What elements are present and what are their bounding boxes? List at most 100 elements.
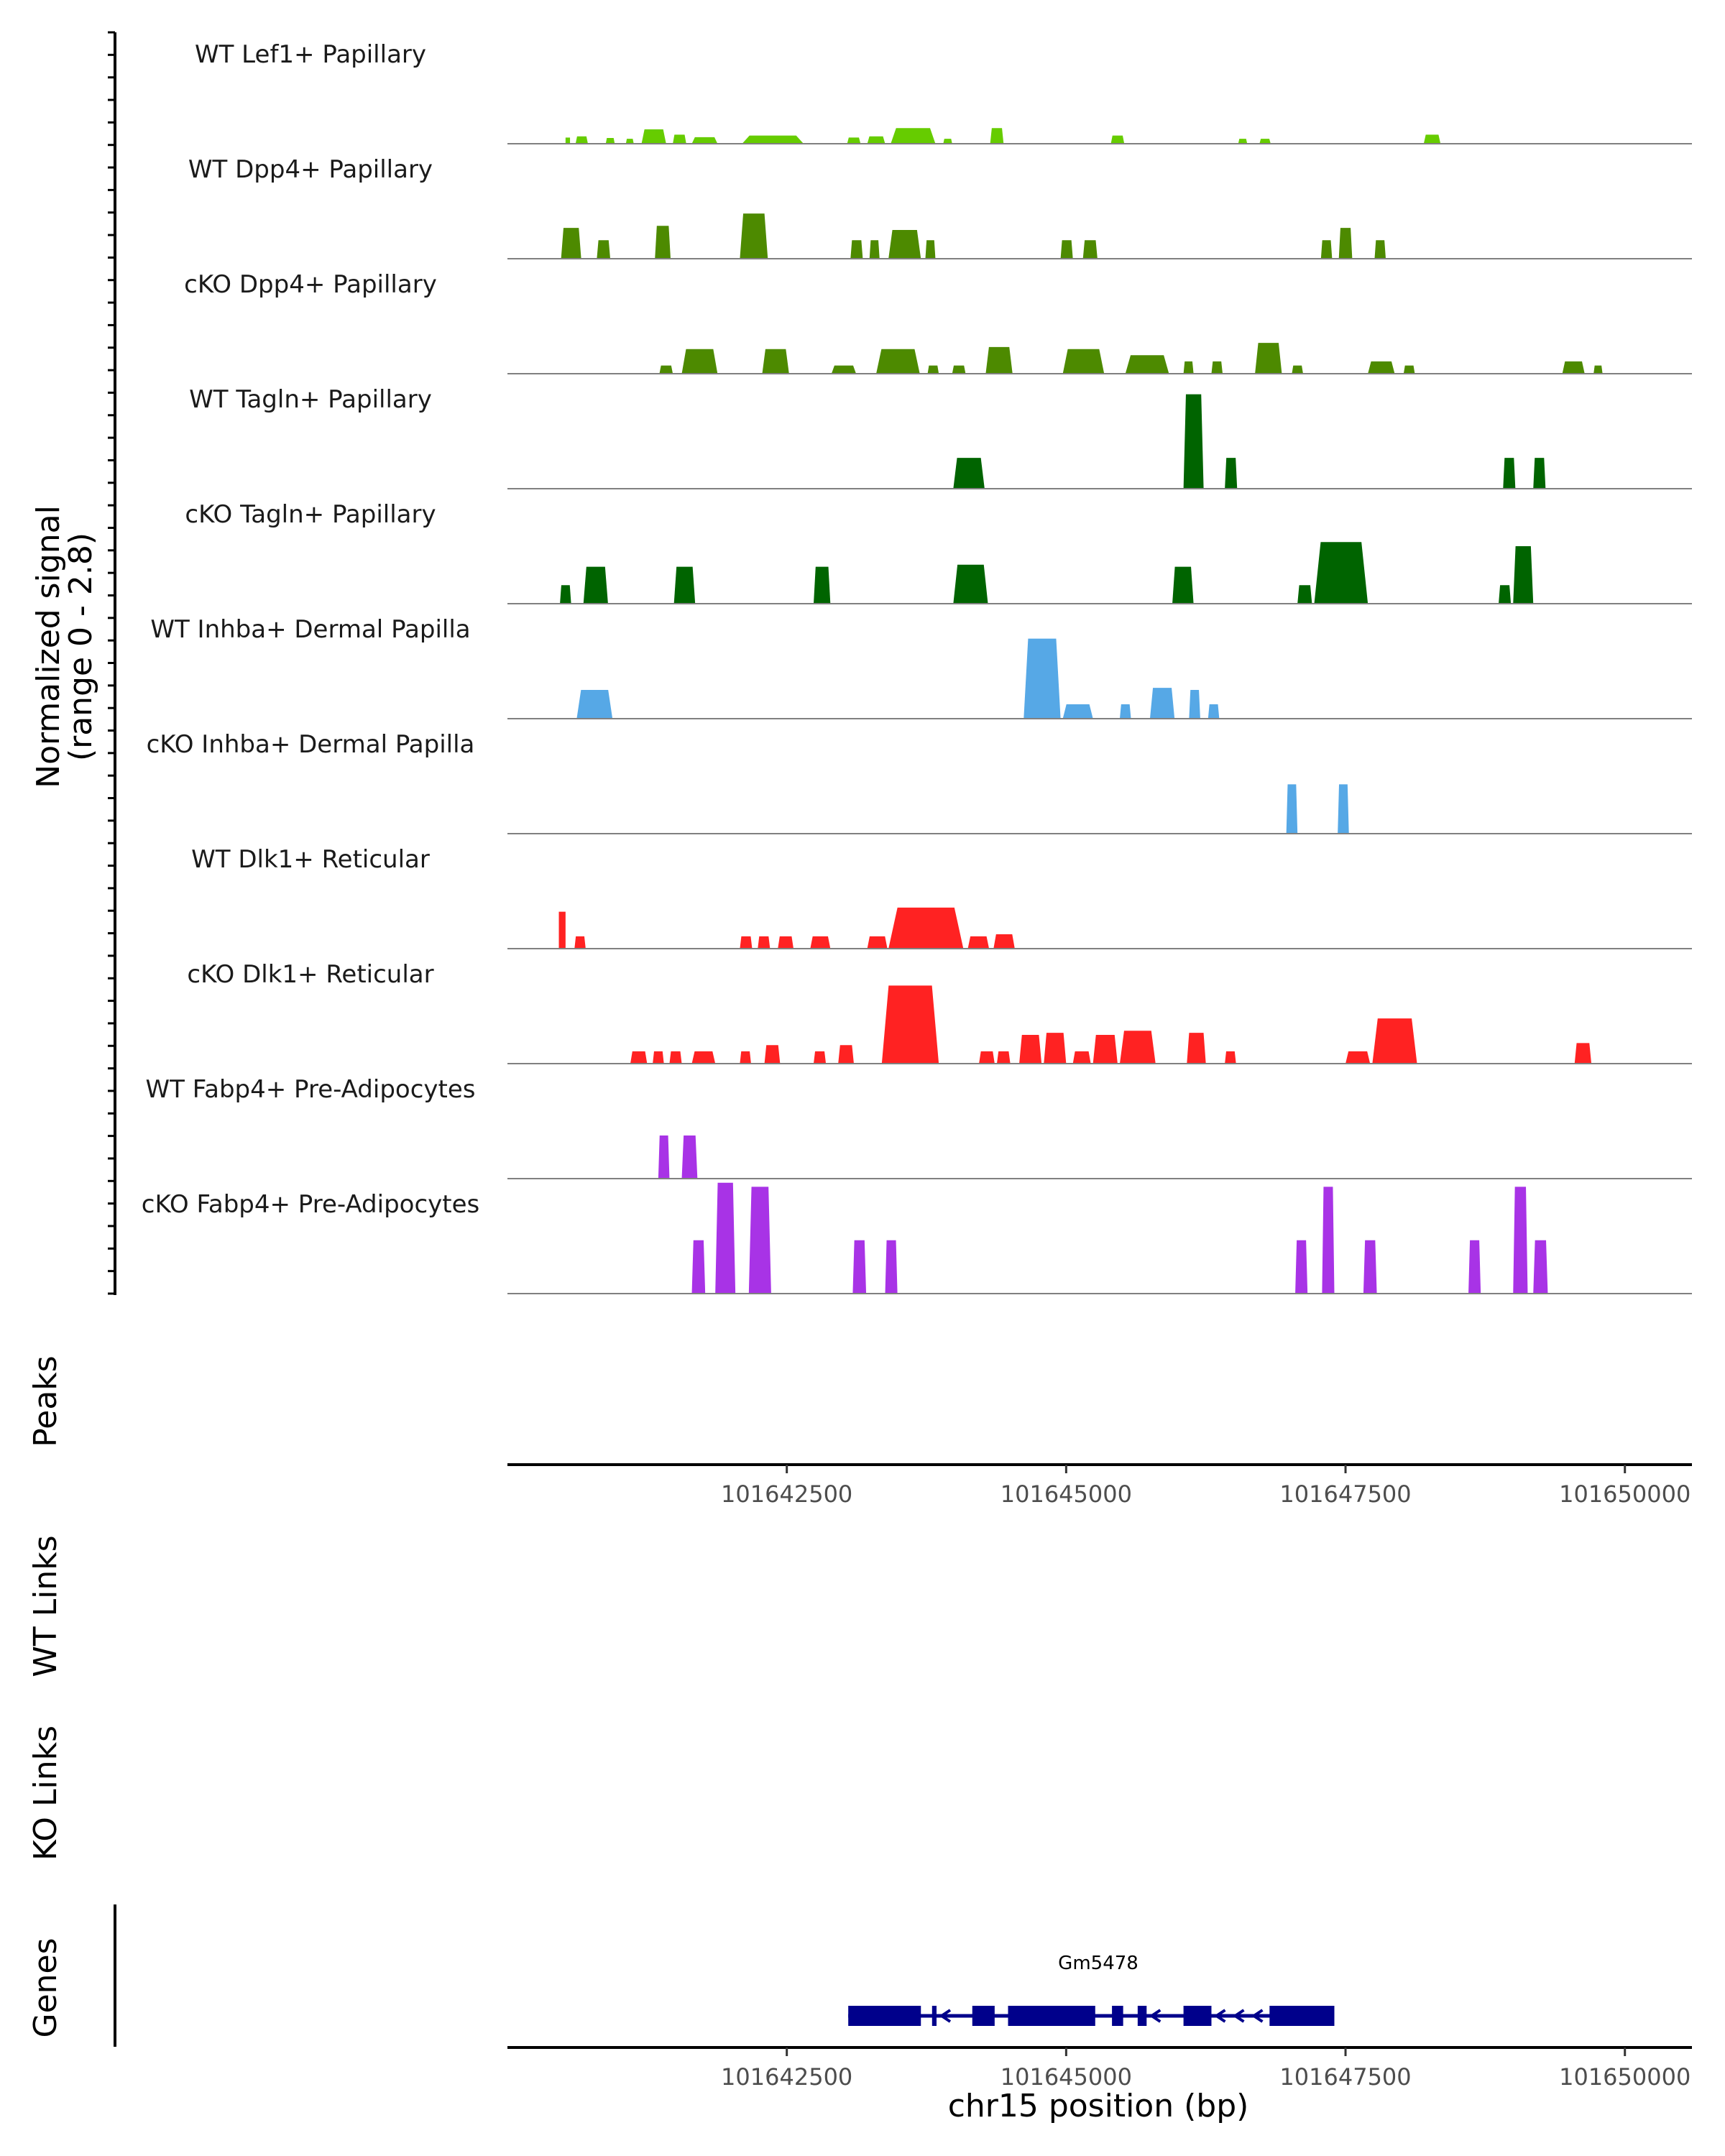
track-label: WT Tagln+ Papillary bbox=[189, 385, 432, 414]
strand-arrow bbox=[1251, 2009, 1264, 2023]
signal-peak bbox=[659, 365, 673, 374]
signal-peak bbox=[1225, 1051, 1236, 1064]
signal-peak bbox=[1374, 240, 1386, 259]
signal-peak bbox=[891, 128, 936, 144]
signal-peak bbox=[560, 585, 571, 604]
signal-peak bbox=[575, 136, 588, 144]
track-label: WT Fabp4+ Pre-Adipocytes bbox=[146, 1075, 476, 1104]
signal-peak bbox=[1183, 361, 1194, 374]
gene-exon bbox=[932, 2006, 937, 2026]
signal-peak bbox=[655, 226, 671, 259]
signal-peak bbox=[740, 213, 768, 259]
signal-peak bbox=[888, 907, 964, 949]
signal-peak bbox=[681, 1135, 698, 1179]
signal-peak bbox=[979, 1051, 995, 1064]
signal-peak bbox=[1259, 139, 1271, 144]
signal-peak bbox=[673, 134, 686, 144]
signal-peak bbox=[876, 349, 920, 374]
signal-peak bbox=[1346, 1051, 1371, 1064]
signal-peak bbox=[1574, 1043, 1592, 1064]
signal-peak bbox=[1062, 704, 1093, 719]
signal-peak bbox=[1072, 1051, 1091, 1064]
peaks-x-tick-label: 101650000 bbox=[1559, 1480, 1690, 1508]
signal-peak bbox=[1238, 139, 1248, 144]
signal-peak bbox=[952, 365, 966, 374]
signal-peak bbox=[748, 1187, 771, 1294]
signal-peak bbox=[967, 936, 990, 949]
signal-peak bbox=[658, 1135, 670, 1179]
signal-peak bbox=[925, 240, 936, 259]
signal-peak bbox=[673, 566, 696, 604]
y-axis-title-line1: Normalized signal bbox=[30, 505, 67, 788]
signal-peak bbox=[1338, 784, 1349, 834]
signal-peak bbox=[1255, 343, 1282, 374]
signal-peak bbox=[625, 139, 634, 144]
signal-peak bbox=[1314, 542, 1368, 604]
gene-label: Gm5478 bbox=[1058, 1953, 1138, 1974]
signal-peak bbox=[852, 1240, 867, 1294]
signal-peak bbox=[1322, 1187, 1335, 1294]
signal-peak bbox=[1092, 1035, 1118, 1064]
signal-peak bbox=[653, 1051, 664, 1064]
gene-exon bbox=[972, 2006, 995, 2026]
signal-peak bbox=[1533, 458, 1546, 489]
signal-peak bbox=[1082, 240, 1098, 259]
signal-peak bbox=[1513, 1187, 1528, 1294]
signal-peak bbox=[850, 240, 863, 259]
signal-peak bbox=[1183, 394, 1204, 489]
signal-peak bbox=[838, 1045, 854, 1064]
track-label: cKO Tagln+ Papillary bbox=[185, 500, 436, 529]
strand-arrow bbox=[939, 2009, 952, 2023]
track-label: WT Inhba+ Dermal Papilla bbox=[150, 615, 470, 644]
peaks-x-tick-label: 101642500 bbox=[721, 1480, 852, 1508]
signal-peak bbox=[558, 911, 566, 949]
signal-peak bbox=[869, 240, 880, 259]
signal-peak bbox=[1211, 361, 1223, 374]
strand-arrow bbox=[1213, 2009, 1226, 2023]
signal-peak bbox=[669, 1051, 682, 1064]
signal-peak bbox=[715, 1182, 736, 1294]
signal-peak bbox=[1019, 1035, 1042, 1064]
x-axis-title: chr15 position (bp) bbox=[948, 2088, 1249, 2124]
track-label: WT Dlk1+ Reticular bbox=[191, 845, 430, 874]
signal-peak bbox=[1368, 361, 1395, 374]
signal-peak bbox=[867, 136, 886, 144]
signal-peak bbox=[583, 566, 608, 604]
signal-peak bbox=[993, 934, 1015, 949]
signal-peak bbox=[1110, 135, 1125, 144]
panel-label-genes: Genes bbox=[27, 1938, 64, 2037]
signal-peak bbox=[742, 135, 804, 144]
peaks-x-tick-label: 101645000 bbox=[1000, 1480, 1132, 1508]
genes-x-tick-label: 101645000 bbox=[1000, 2063, 1132, 2091]
signal-peak bbox=[691, 1051, 716, 1064]
signal-peak bbox=[1225, 458, 1238, 489]
signal-peak bbox=[1125, 355, 1169, 374]
signal-peak bbox=[831, 365, 857, 374]
signal-peak bbox=[1044, 1033, 1067, 1064]
gene-exon bbox=[1137, 2006, 1147, 2026]
genes-x-tick-label: 101647500 bbox=[1279, 2063, 1411, 2091]
chart-marks: WT Lef1+ Papillary WT Dpp4+ Papillary cKO … bbox=[108, 31, 1692, 2091]
signal-peak bbox=[1060, 240, 1073, 259]
peaks-x-tick-label: 101647500 bbox=[1279, 1480, 1411, 1508]
signal-peak bbox=[630, 1051, 648, 1064]
signal-peak bbox=[1423, 134, 1441, 144]
track-label: WT Dpp4+ Papillary bbox=[188, 155, 433, 184]
signal-peak bbox=[641, 129, 666, 144]
y-axis-title-line2: (range 0 - 2.8) bbox=[63, 533, 99, 761]
signal-peak bbox=[1208, 704, 1220, 719]
track-label: cKO Dlk1+ Reticular bbox=[187, 960, 433, 989]
signal-peak bbox=[681, 349, 718, 374]
signal-peak bbox=[1172, 566, 1194, 604]
signal-peak bbox=[1292, 365, 1303, 374]
signal-peak bbox=[1320, 240, 1333, 259]
signal-peak bbox=[990, 128, 1004, 144]
signal-peak bbox=[778, 936, 794, 949]
signal-peak bbox=[953, 458, 985, 489]
gene-exon bbox=[1183, 2006, 1212, 2026]
signal-peak bbox=[813, 566, 831, 604]
track-label: cKO Dpp4+ Papillary bbox=[184, 270, 437, 299]
signal-peak bbox=[574, 936, 586, 949]
panel-label-wt-links: WT Links bbox=[27, 1535, 64, 1677]
